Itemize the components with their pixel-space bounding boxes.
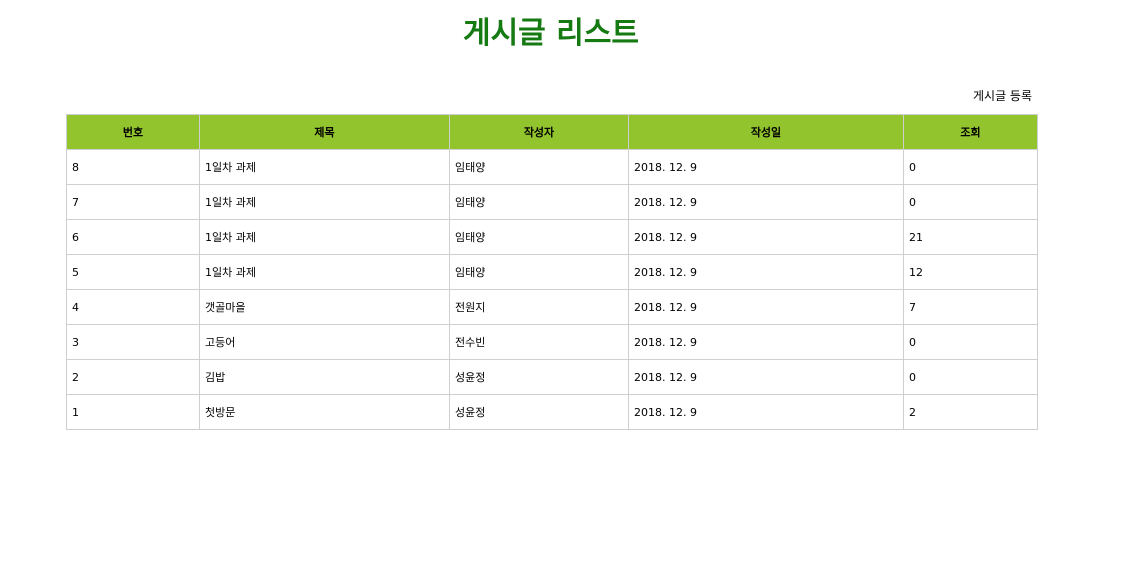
cell-date: 2018. 12. 9 <box>628 184 904 220</box>
header-writer: 작성자 <box>449 114 629 150</box>
table-row[interactable]: 2 김밥 성윤정 2018. 12. 9 0 <box>66 359 1038 395</box>
table-row[interactable]: 4 갯골마을 전원지 2018. 12. 9 7 <box>66 289 1038 325</box>
cell-writer: 임태양 <box>449 219 629 255</box>
cell-date: 2018. 12. 9 <box>628 254 904 290</box>
table-row[interactable]: 3 고등어 전수빈 2018. 12. 9 0 <box>66 324 1038 360</box>
table-row[interactable]: 6 1일차 과제 임태양 2018. 12. 9 21 <box>66 219 1038 255</box>
cell-title[interactable]: 첫방문 <box>199 394 450 430</box>
table-row[interactable]: 8 1일차 과제 임태양 2018. 12. 9 0 <box>66 149 1038 185</box>
header-title: 제목 <box>199 114 450 150</box>
cell-writer: 전수빈 <box>449 324 629 360</box>
cell-number: 7 <box>66 184 200 220</box>
cell-views: 0 <box>903 359 1038 395</box>
table-row[interactable]: 7 1일차 과제 임태양 2018. 12. 9 0 <box>66 184 1038 220</box>
cell-number: 8 <box>66 149 200 185</box>
cell-number: 2 <box>66 359 200 395</box>
cell-writer: 임태양 <box>449 184 629 220</box>
cell-views: 7 <box>903 289 1038 325</box>
cell-writer: 임태양 <box>449 254 629 290</box>
cell-number: 1 <box>66 394 200 430</box>
cell-number: 4 <box>66 289 200 325</box>
cell-views: 12 <box>903 254 1038 290</box>
cell-date: 2018. 12. 9 <box>628 149 904 185</box>
post-list-table: 번호 제목 작성자 작성일 조회 8 1일차 과제 임태양 2018. 12. … <box>66 114 1038 430</box>
cell-number: 5 <box>66 254 200 290</box>
cell-number: 3 <box>66 324 200 360</box>
cell-writer: 전원지 <box>449 289 629 325</box>
cell-title[interactable]: 김밥 <box>199 359 450 395</box>
cell-views: 2 <box>903 394 1038 430</box>
header-date: 작성일 <box>628 114 904 150</box>
cell-date: 2018. 12. 9 <box>628 289 904 325</box>
table-body: 8 1일차 과제 임태양 2018. 12. 9 0 7 1일차 과제 임태양 … <box>66 149 1038 430</box>
cell-writer: 임태양 <box>449 149 629 185</box>
header-views: 조회 <box>903 114 1038 150</box>
cell-title[interactable]: 1일차 과제 <box>199 254 450 290</box>
register-post-link[interactable]: 게시글 등록 <box>972 89 1032 103</box>
cell-writer: 성윤정 <box>449 394 629 430</box>
header-row: 번호 제목 작성자 작성일 조회 <box>66 114 1038 150</box>
table-header: 번호 제목 작성자 작성일 조회 <box>66 114 1038 150</box>
cell-title[interactable]: 1일차 과제 <box>199 219 450 255</box>
header-number: 번호 <box>66 114 200 150</box>
cell-views: 0 <box>903 324 1038 360</box>
cell-date: 2018. 12. 9 <box>628 219 904 255</box>
cell-title[interactable]: 갯골마을 <box>199 289 450 325</box>
cell-date: 2018. 12. 9 <box>628 324 904 360</box>
cell-title[interactable]: 고등어 <box>199 324 450 360</box>
cell-date: 2018. 12. 9 <box>628 394 904 430</box>
cell-views: 0 <box>903 149 1038 185</box>
table-row[interactable]: 5 1일차 과제 임태양 2018. 12. 9 12 <box>66 254 1038 290</box>
cell-writer: 성윤정 <box>449 359 629 395</box>
cell-views: 0 <box>903 184 1038 220</box>
page-title: 게시글 리스트 <box>462 16 640 51</box>
cell-title[interactable]: 1일차 과제 <box>199 184 450 220</box>
cell-title[interactable]: 1일차 과제 <box>199 149 450 185</box>
cell-views: 21 <box>903 219 1038 255</box>
table-row[interactable]: 1 첫방문 성윤정 2018. 12. 9 2 <box>66 394 1038 430</box>
cell-date: 2018. 12. 9 <box>628 359 904 395</box>
cell-number: 6 <box>66 219 200 255</box>
